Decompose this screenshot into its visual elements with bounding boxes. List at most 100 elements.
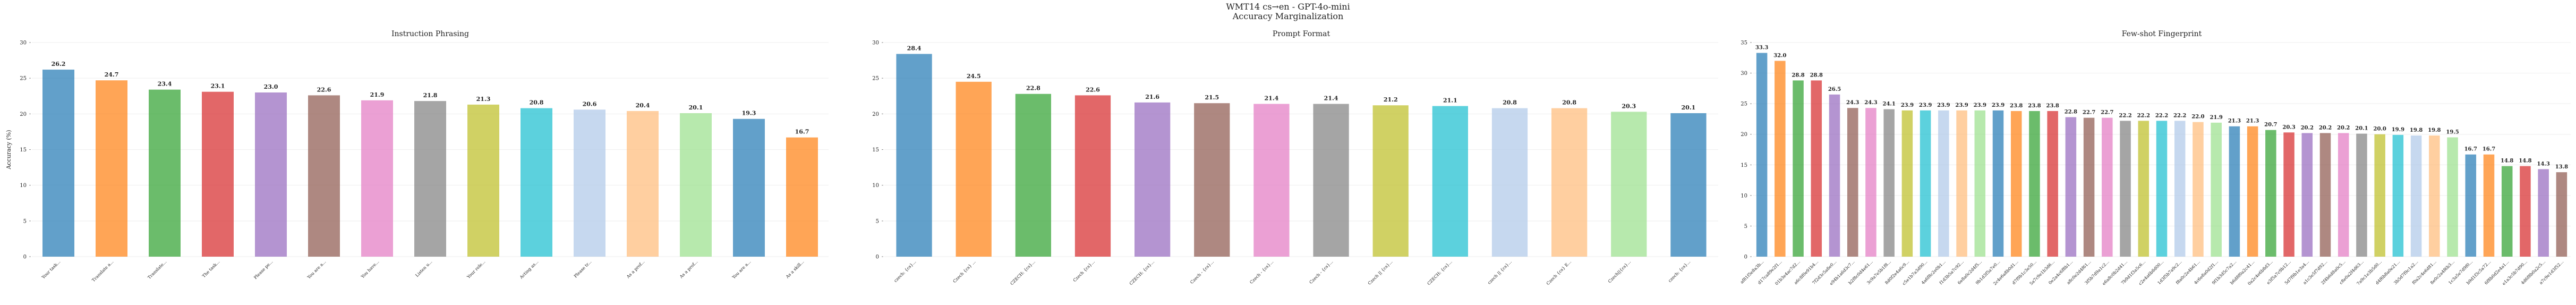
- bar: [1611, 112, 1647, 257]
- bar: [1883, 109, 1895, 257]
- y-tick-label: 10: [872, 183, 879, 189]
- bar: [2338, 133, 2349, 257]
- bar: [1793, 80, 1804, 257]
- y-axis-label: Accuracy (%): [5, 130, 12, 170]
- chart-title: Instruction Phrasing: [391, 30, 469, 38]
- value-label: 22.6: [1086, 86, 1100, 93]
- bar: [2156, 121, 2168, 257]
- y-tick-label: 25: [872, 76, 879, 82]
- y-tick-label: 30: [872, 40, 879, 46]
- bar: [255, 92, 287, 257]
- bar: [308, 95, 340, 257]
- x-tick-label: As a skill...: [784, 259, 805, 279]
- bar: [2138, 121, 2149, 257]
- bar: [42, 70, 74, 257]
- value-label: 28.4: [907, 45, 922, 52]
- value-label: 20.1: [1682, 104, 1696, 111]
- y-tick-label: 20: [872, 112, 879, 117]
- x-tick-label: As a prof...: [625, 259, 645, 279]
- value-label: 26.5: [1828, 87, 1841, 92]
- bar: [2483, 154, 2495, 257]
- bar: [1015, 94, 1051, 257]
- bar: [1865, 108, 1876, 257]
- bar: [733, 118, 765, 257]
- bar: [414, 101, 446, 257]
- bar: [2556, 172, 2568, 257]
- value-label: 19.3: [742, 110, 756, 117]
- value-label: 22.2: [2119, 113, 2131, 118]
- bar: [2047, 111, 2058, 257]
- value-label: 33.3: [1755, 45, 1768, 51]
- value-label: 20.6: [583, 100, 597, 107]
- bar: [786, 137, 818, 257]
- value-label: 23.4: [158, 81, 172, 88]
- value-label: 24.3: [1846, 100, 1859, 106]
- bar: [2010, 111, 2022, 257]
- bar: [1253, 104, 1290, 257]
- value-label: 23.8: [2010, 103, 2023, 109]
- value-label: 24.3: [1864, 100, 1877, 106]
- value-label: 23.0: [264, 83, 278, 90]
- bar: [896, 54, 932, 257]
- value-label: 23.9: [1919, 103, 1932, 108]
- bar: [1920, 110, 1931, 257]
- value-label: 21.2: [1384, 96, 1398, 103]
- value-label: 21.5: [1205, 94, 1219, 101]
- value-label: 20.7: [2264, 122, 2277, 128]
- bar: [2447, 137, 2458, 257]
- value-label: 23.9: [1937, 103, 1950, 108]
- value-label: 23.8: [2028, 103, 2041, 109]
- value-label: 21.9: [2210, 115, 2222, 121]
- value-label: 22.7: [2101, 110, 2113, 116]
- bar: [2029, 111, 2040, 257]
- value-label: 22.2: [2137, 113, 2150, 118]
- y-tick-label: 15: [872, 147, 879, 153]
- value-label: 19.5: [2446, 129, 2459, 135]
- bar: [96, 80, 127, 257]
- value-label: 23.9: [1901, 103, 1914, 108]
- bar: [2465, 154, 2477, 257]
- bar: [2501, 166, 2513, 257]
- chart-title: Prompt Format: [1273, 30, 1330, 38]
- value-label: 20.8: [1503, 99, 1517, 106]
- value-label: 20.0: [2373, 126, 2386, 132]
- y-tick-label: 0: [876, 255, 879, 260]
- value-label: 21.3: [476, 96, 491, 103]
- y-tick-label: 30: [20, 40, 27, 46]
- bar: [2374, 134, 2385, 257]
- x-tick-label: czech: {cs}...: [1667, 259, 1691, 283]
- x-tick-label: You are a...: [731, 259, 752, 280]
- x-tick-label: Czech - {cs}...: [1189, 259, 1215, 285]
- bar: [1551, 108, 1588, 257]
- x-tick-label: Translate a...: [91, 259, 114, 283]
- bar: [680, 113, 712, 257]
- figure-title: WMT14 cs→en - GPT-4o-mini: [1226, 2, 1350, 12]
- chart-title: Few-shot Fingerprint: [2122, 30, 2202, 38]
- bar: [1372, 105, 1409, 257]
- bar: [2319, 133, 2331, 257]
- bar: [467, 104, 499, 257]
- y-tick-label: 20: [1741, 132, 1747, 138]
- value-label: 16.7: [2464, 147, 2477, 152]
- value-label: 23.9: [1955, 103, 1968, 108]
- value-label: 22.7: [2083, 110, 2095, 116]
- bar: [1491, 108, 1528, 257]
- value-label: 20.1: [2355, 126, 2368, 132]
- value-label: 22.2: [2155, 113, 2168, 118]
- bar: [361, 100, 393, 257]
- value-label: 20.1: [689, 104, 703, 111]
- value-label: 19.9: [2392, 127, 2404, 133]
- bar: [2193, 122, 2204, 257]
- value-label: 14.8: [2501, 158, 2513, 164]
- y-tick-label: 0: [23, 255, 27, 260]
- bar: [627, 111, 659, 257]
- bar: [1194, 103, 1230, 257]
- bar: [574, 109, 605, 257]
- value-label: 20.8: [530, 99, 544, 106]
- value-label: 19.8: [2410, 128, 2423, 133]
- value-label: 21.1: [1443, 97, 1457, 104]
- bar: [1901, 110, 1913, 257]
- value-label: 14.3: [2537, 161, 2549, 167]
- value-label: 21.3: [2228, 118, 2241, 124]
- bar: [2520, 166, 2531, 257]
